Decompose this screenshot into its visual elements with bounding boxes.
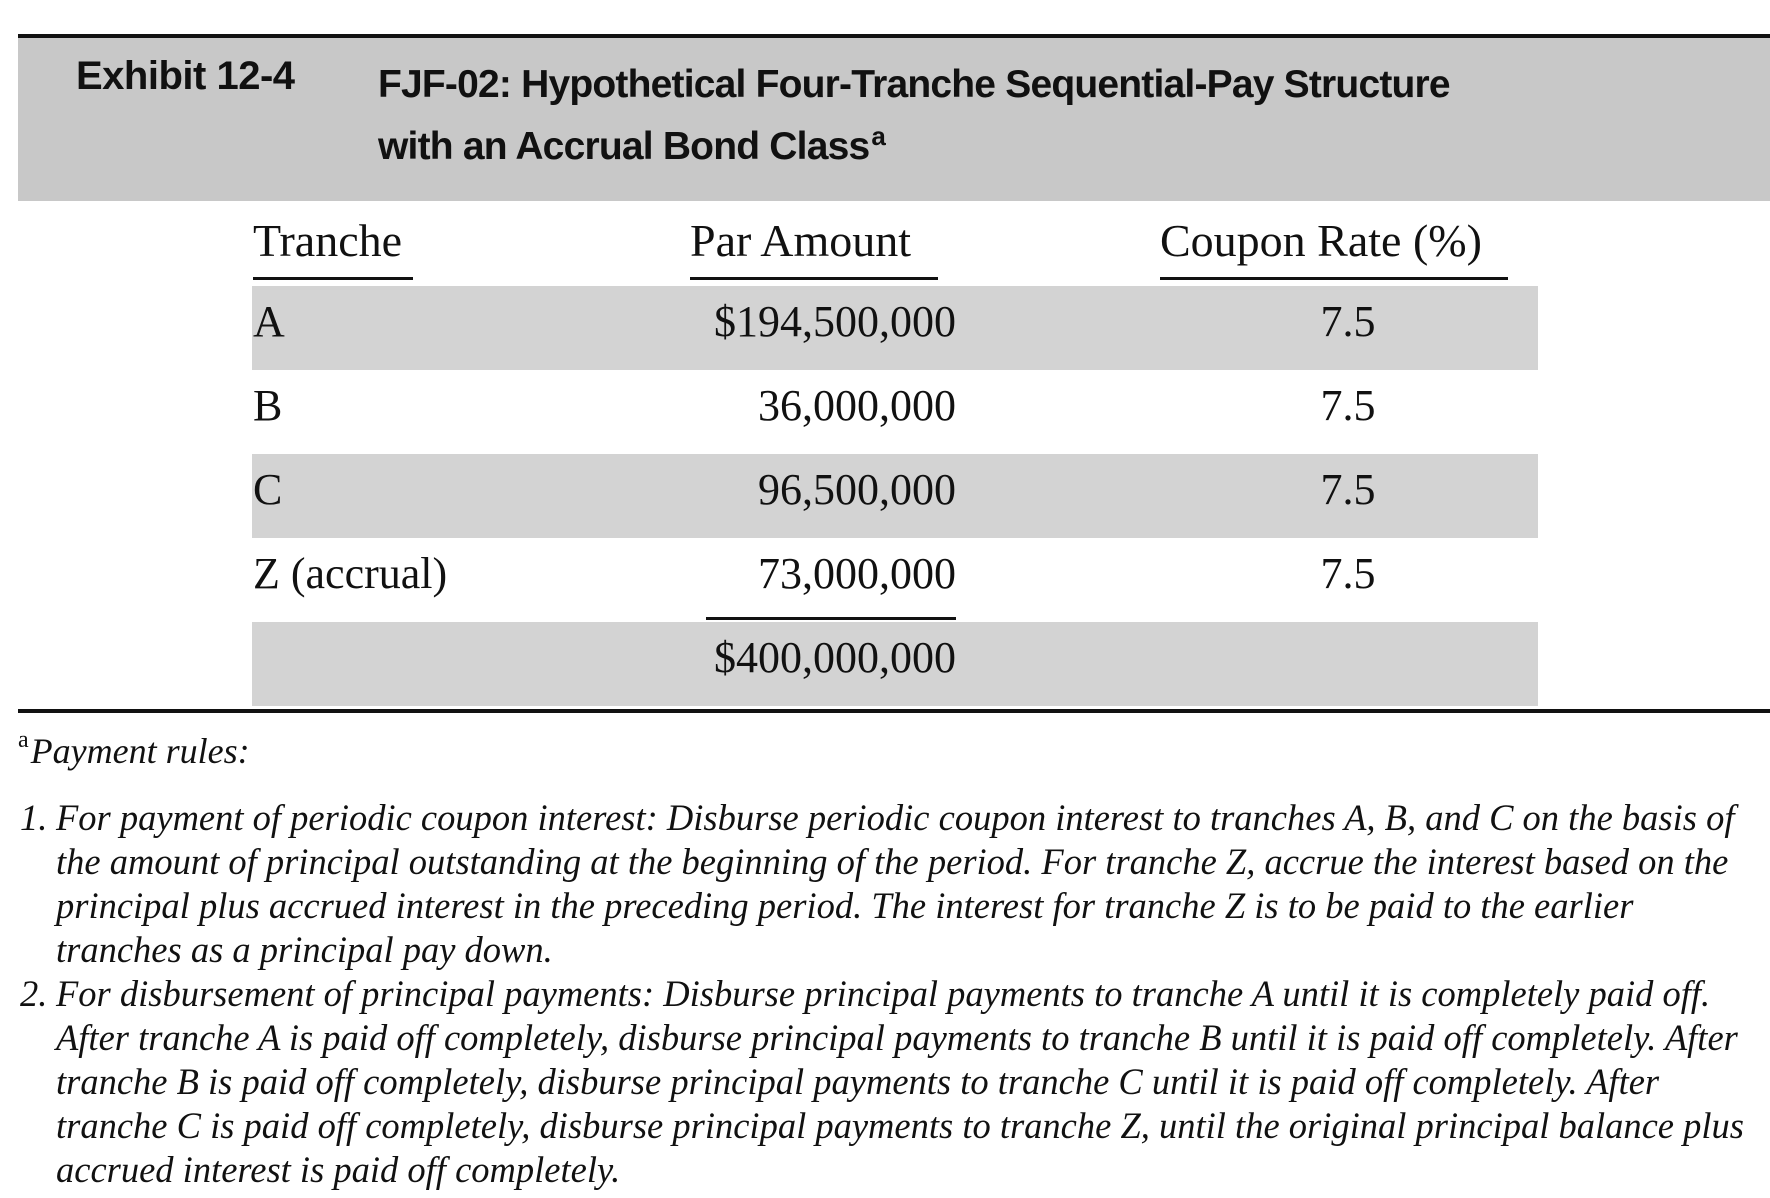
row-band-a xyxy=(252,286,1538,370)
table-total-par-amount: $400,000,000 xyxy=(714,633,956,682)
payment-rule-1: 1. For payment of periodic coupon intere… xyxy=(20,796,1760,972)
table-row-z-coupon-rate: 7.5 xyxy=(1320,549,1376,598)
table-row-b-par-amount: 36,000,000 xyxy=(758,381,956,430)
table-row-c-par-amount: 96,500,000 xyxy=(758,465,956,514)
payment-rule-2: 2. For disbursement of principal payment… xyxy=(20,972,1760,1192)
exhibit-title-band xyxy=(18,38,1770,201)
header-tranche-rule xyxy=(253,277,413,280)
header-par-amount: Par Amount xyxy=(690,215,912,266)
table-row-a-par-amount: $194,500,000 xyxy=(714,297,956,346)
top-rule xyxy=(18,34,1770,38)
header-tranche: Tranche xyxy=(253,215,403,266)
table-row-b-coupon-rate: 7.5 xyxy=(1320,381,1376,430)
table-row-a-tranche: A xyxy=(253,297,285,346)
table-row-z-par-amount: 73,000,000 xyxy=(758,549,956,598)
bottom-rule xyxy=(18,709,1770,713)
header-par-amount-rule xyxy=(690,277,938,280)
table-row-b-tranche: B xyxy=(253,381,283,430)
title-footnote-mark: a xyxy=(871,121,886,151)
exhibit-title-line-2: with an Accrual Bond Classa xyxy=(378,116,1450,178)
payment-rule-1-number: 1. xyxy=(20,797,48,838)
exhibit-title-line-1: FJF-02: Hypothetical Four-Tranche Sequen… xyxy=(378,63,1451,106)
payment-rule-2-number: 2. xyxy=(20,973,48,1014)
table-row-z-tranche: Z (accrual) xyxy=(253,549,448,598)
header-coupon-rate: Coupon Rate (%) xyxy=(1160,215,1482,266)
row-band-total xyxy=(252,622,1538,706)
total-rule xyxy=(706,617,956,620)
table-row-a-coupon-rate: 7.5 xyxy=(1320,297,1376,346)
payment-rules-list: 1. For payment of periodic coupon intere… xyxy=(20,796,1760,1192)
exhibit-title: FJF-02: Hypothetical Four-Tranche Sequen… xyxy=(378,54,1451,178)
exhibit-title-line-2-text: with an Accrual Bond Class xyxy=(378,125,870,168)
footnote-mark: a xyxy=(18,727,29,753)
payment-rule-1-text: For payment of periodic coupon interest:… xyxy=(56,797,1735,970)
footnote-heading: aPayment rules: xyxy=(18,727,250,772)
row-band-c xyxy=(252,454,1538,538)
exhibit-label: Exhibit 12-4 xyxy=(76,54,295,98)
footnote-heading-text: Payment rules: xyxy=(30,731,250,771)
table-row-c-coupon-rate: 7.5 xyxy=(1320,465,1376,514)
table-row-c-tranche: C xyxy=(253,465,283,514)
header-coupon-rate-rule xyxy=(1160,277,1508,280)
payment-rule-2-text: For disbursement of principal payments: … xyxy=(56,973,1744,1190)
